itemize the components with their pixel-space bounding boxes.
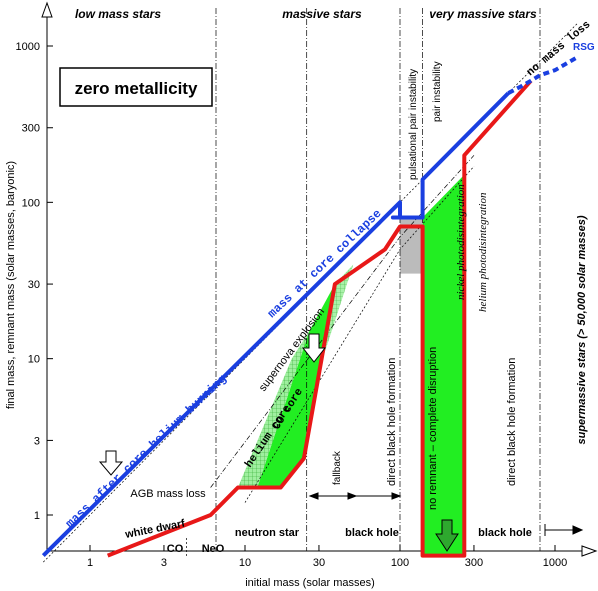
label-co: CO xyxy=(167,543,184,555)
metallicity-label: zero metallicity xyxy=(75,79,198,98)
pulsational-box xyxy=(400,217,423,274)
x-tick-label: 1 xyxy=(87,557,93,569)
label-black-hole-2: black hole xyxy=(478,527,532,539)
x-tick-label: 100 xyxy=(391,557,409,569)
blue-dashed-line xyxy=(507,55,579,95)
label-mass-after-he: mass after core helium burning xyxy=(63,372,229,531)
x-axis-arrow-icon xyxy=(581,545,598,557)
region-label-massive: massive stars xyxy=(282,7,362,21)
y-tick-label: 300 xyxy=(22,123,40,135)
side-label: supermassive stars (> 50,000 solar masse… xyxy=(576,215,588,444)
label-pair-instability: pair instability xyxy=(432,61,443,122)
region-label-very-massive: very massive stars xyxy=(429,7,537,21)
axis-ticks: 1 3 10 30 100 300 1000 1 3 10 30 100 300 1000 xyxy=(16,41,568,569)
y-tick-label: 3 xyxy=(34,435,40,447)
metallicity-box xyxy=(59,67,213,107)
x-tick-label: 1000 xyxy=(543,557,567,569)
helium-core-line xyxy=(210,155,475,488)
label-neutron-star: neutron star xyxy=(235,527,300,539)
no-remnant-arrow-icon xyxy=(435,519,459,552)
y-tick-label: 100 xyxy=(22,197,40,209)
label-rsg: RSG xyxy=(573,42,595,53)
label-pulsational: pulsational pair instability xyxy=(408,69,419,180)
y-axis-arrow-icon xyxy=(41,1,53,18)
co-core-line xyxy=(244,166,475,503)
label-helium-photo: helium photodisintegration xyxy=(477,192,489,312)
label-no-remnant: no remnant – complete disruption xyxy=(427,347,439,510)
range-arrows xyxy=(308,492,584,536)
label-direct-bh-2: direct black hole formation xyxy=(506,358,518,486)
x-tick-label: 3 xyxy=(161,557,167,569)
red_remnant-line xyxy=(106,79,533,558)
y-axis-label: final mass, remnant mass (solar masses, … xyxy=(5,161,17,409)
x-tick-label: 10 xyxy=(239,557,251,569)
helium-core-fill xyxy=(237,331,310,488)
label-direct-bh-1: direct black hole formation xyxy=(386,358,398,486)
curves xyxy=(41,55,579,558)
x-axis-label: initial mass (solar masses) xyxy=(245,577,375,589)
x-tick-label: 300 xyxy=(465,557,483,569)
pair-instability-fill xyxy=(422,174,465,556)
label-nickel-photo: nickel photodisintegration xyxy=(455,184,467,300)
y-tick-label: 30 xyxy=(28,279,40,291)
agb-arrow-icon xyxy=(98,450,124,476)
blue_final-line xyxy=(41,91,510,558)
label-fallback: fallback xyxy=(332,450,343,485)
y-tick-label: 1000 xyxy=(16,41,40,53)
label-black-hole-1: black hole xyxy=(345,527,399,539)
y-tick-label: 10 xyxy=(28,354,40,366)
region-label-low-mass: low mass stars xyxy=(75,7,161,21)
label-neo: NeO xyxy=(202,543,225,555)
sn-arrow-icon xyxy=(301,333,327,363)
label-agb-mass-loss: AGB mass loss xyxy=(130,488,206,500)
x-tick-label: 30 xyxy=(313,557,325,569)
y-tick-label: 1 xyxy=(34,510,40,522)
